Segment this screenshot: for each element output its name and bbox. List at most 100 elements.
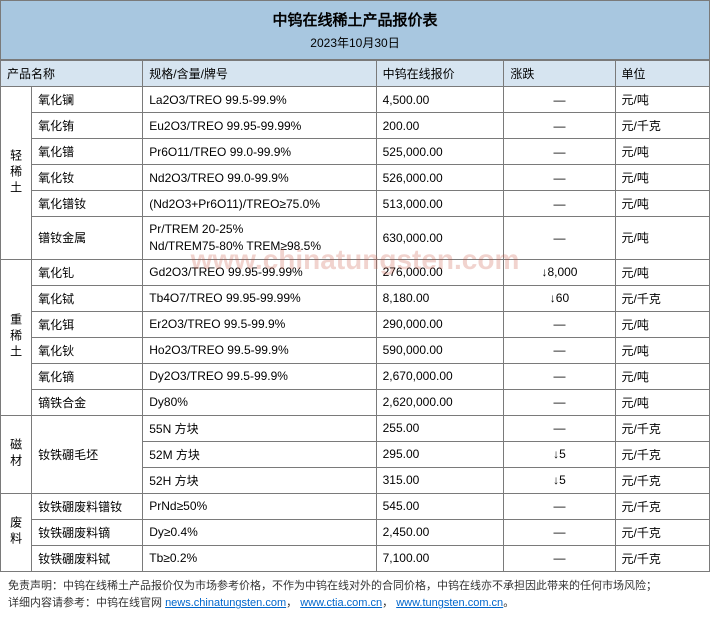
product-unit: 元/千克 bbox=[615, 545, 709, 571]
link-news[interactable]: news.chinatungsten.com bbox=[165, 597, 286, 609]
product-spec: Gd2O3/TREO 99.95-99.99% bbox=[143, 259, 376, 285]
product-unit: 元/千克 bbox=[615, 467, 709, 493]
category-label: 废料 bbox=[1, 493, 32, 571]
table-row: 镝铁合金Dy80%2,620,000.00—元/吨 bbox=[1, 389, 710, 415]
product-price: 590,000.00 bbox=[376, 337, 504, 363]
category-label: 轻稀土 bbox=[1, 87, 32, 260]
product-spec: Dy80% bbox=[143, 389, 376, 415]
col-spec: 规格/含量/牌号 bbox=[143, 61, 376, 87]
table-header: 中钨在线稀土产品报价表 2023年10月30日 bbox=[0, 0, 710, 60]
product-price: 255.00 bbox=[376, 415, 504, 441]
product-price: 295.00 bbox=[376, 441, 504, 467]
product-spec: Pr6O11/TREO 99.0-99.9% bbox=[143, 139, 376, 165]
price-table: 产品名称 规格/含量/牌号 中钨在线报价 涨跌 单位 轻稀土氧化镧La2O3/T… bbox=[0, 60, 710, 572]
product-spec: 55N 方块 bbox=[143, 415, 376, 441]
product-unit: 元/千克 bbox=[615, 441, 709, 467]
product-change: — bbox=[504, 165, 615, 191]
table-row: 废料钕铁硼废料镨钕PrNd≥50%545.00—元/千克 bbox=[1, 493, 710, 519]
product-change: ↓5 bbox=[504, 467, 615, 493]
col-price: 中钨在线报价 bbox=[376, 61, 504, 87]
product-unit: 元/吨 bbox=[615, 389, 709, 415]
product-name: 氧化镨 bbox=[32, 139, 143, 165]
table-row: 重稀土氧化钆Gd2O3/TREO 99.95-99.99%276,000.00↓… bbox=[1, 259, 710, 285]
product-unit: 元/千克 bbox=[615, 493, 709, 519]
product-unit: 元/吨 bbox=[615, 191, 709, 217]
product-spec: La2O3/TREO 99.5-99.9% bbox=[143, 87, 376, 113]
product-unit: 元/吨 bbox=[615, 139, 709, 165]
product-price: 630,000.00 bbox=[376, 217, 504, 260]
product-name: 氧化钕 bbox=[32, 165, 143, 191]
product-spec: Tb≥0.2% bbox=[143, 545, 376, 571]
product-price: 200.00 bbox=[376, 113, 504, 139]
product-unit: 元/千克 bbox=[615, 519, 709, 545]
link-tungsten[interactable]: www.tungsten.com.cn bbox=[396, 597, 503, 609]
product-name: 氧化铕 bbox=[32, 113, 143, 139]
product-change: — bbox=[504, 363, 615, 389]
table-row: 钕铁硼废料铽Tb≥0.2%7,100.00—元/千克 bbox=[1, 545, 710, 571]
product-change: — bbox=[504, 415, 615, 441]
product-price: 7,100.00 bbox=[376, 545, 504, 571]
product-name: 氧化钬 bbox=[32, 337, 143, 363]
product-spec: 52H 方块 bbox=[143, 467, 376, 493]
product-unit: 元/吨 bbox=[615, 217, 709, 260]
product-price: 4,500.00 bbox=[376, 87, 504, 113]
product-name: 氧化镧 bbox=[32, 87, 143, 113]
product-price: 290,000.00 bbox=[376, 311, 504, 337]
product-price: 276,000.00 bbox=[376, 259, 504, 285]
product-price: 545.00 bbox=[376, 493, 504, 519]
product-unit: 元/吨 bbox=[615, 337, 709, 363]
product-price: 2,450.00 bbox=[376, 519, 504, 545]
table-row: 轻稀土氧化镧La2O3/TREO 99.5-99.9%4,500.00—元/吨 bbox=[1, 87, 710, 113]
product-price: 513,000.00 bbox=[376, 191, 504, 217]
product-spec: Eu2O3/TREO 99.95-99.99% bbox=[143, 113, 376, 139]
product-spec: (Nd2O3+Pr6O11)/TREO≥75.0% bbox=[143, 191, 376, 217]
report-date: 2023年10月30日 bbox=[1, 34, 709, 51]
category-label: 重稀土 bbox=[1, 259, 32, 415]
product-spec: Dy2O3/TREO 99.5-99.9% bbox=[143, 363, 376, 389]
product-spec: Tb4O7/TREO 99.95-99.99% bbox=[143, 285, 376, 311]
table-row: 磁材钕铁硼毛坯55N 方块255.00—元/千克 bbox=[1, 415, 710, 441]
product-unit: 元/吨 bbox=[615, 87, 709, 113]
product-spec: Pr/TREM 20-25%Nd/TREM75-80% TREM≥98.5% bbox=[143, 217, 376, 260]
product-unit: 元/千克 bbox=[615, 285, 709, 311]
table-row: 氧化铒Er2O3/TREO 99.5-99.9%290,000.00—元/吨 bbox=[1, 311, 710, 337]
product-unit: 元/千克 bbox=[615, 415, 709, 441]
product-change: — bbox=[504, 519, 615, 545]
product-name: 氧化铽 bbox=[32, 285, 143, 311]
product-price: 315.00 bbox=[376, 467, 504, 493]
product-change: — bbox=[504, 337, 615, 363]
product-name: 钕铁硼废料镨钕 bbox=[32, 493, 143, 519]
product-price: 2,670,000.00 bbox=[376, 363, 504, 389]
product-spec: Ho2O3/TREO 99.5-99.9% bbox=[143, 337, 376, 363]
product-price: 526,000.00 bbox=[376, 165, 504, 191]
product-change: ↓60 bbox=[504, 285, 615, 311]
product-name: 氧化钆 bbox=[32, 259, 143, 285]
header-row: 产品名称 规格/含量/牌号 中钨在线报价 涨跌 单位 bbox=[1, 61, 710, 87]
product-unit: 元/吨 bbox=[615, 363, 709, 389]
product-change: — bbox=[504, 191, 615, 217]
category-label: 磁材 bbox=[1, 415, 32, 493]
link-ctia[interactable]: www.ctia.com.cn bbox=[300, 597, 382, 609]
col-unit: 单位 bbox=[615, 61, 709, 87]
product-change: — bbox=[504, 389, 615, 415]
product-name: 氧化镝 bbox=[32, 363, 143, 389]
product-name: 氧化铒 bbox=[32, 311, 143, 337]
product-name: 钕铁硼废料镝 bbox=[32, 519, 143, 545]
product-spec: Nd2O3/TREO 99.0-99.9% bbox=[143, 165, 376, 191]
product-change: — bbox=[504, 113, 615, 139]
product-change: — bbox=[504, 217, 615, 260]
product-price: 525,000.00 bbox=[376, 139, 504, 165]
table-row: 氧化镨钕(Nd2O3+Pr6O11)/TREO≥75.0%513,000.00—… bbox=[1, 191, 710, 217]
product-unit: 元/吨 bbox=[615, 165, 709, 191]
table-row: 氧化钕Nd2O3/TREO 99.0-99.9%526,000.00—元/吨 bbox=[1, 165, 710, 191]
product-change: — bbox=[504, 493, 615, 519]
product-name: 镨钕金属 bbox=[32, 217, 143, 260]
disclaimer: 免责声明：中钨在线稀土产品报价仅为市场参考价格，不作为中钨在线对外的合同价格，中… bbox=[8, 580, 657, 592]
table-row: 氧化镨Pr6O11/TREO 99.0-99.9%525,000.00—元/吨 bbox=[1, 139, 710, 165]
product-price: 2,620,000.00 bbox=[376, 389, 504, 415]
table-row: 氧化镝Dy2O3/TREO 99.5-99.9%2,670,000.00—元/吨 bbox=[1, 363, 710, 389]
table-row: 氧化铽Tb4O7/TREO 99.95-99.99%8,180.00↓60元/千… bbox=[1, 285, 710, 311]
product-spec: Dy≥0.4% bbox=[143, 519, 376, 545]
table-row: 镨钕金属Pr/TREM 20-25%Nd/TREM75-80% TREM≥98.… bbox=[1, 217, 710, 260]
product-name: 钕铁硼废料铽 bbox=[32, 545, 143, 571]
